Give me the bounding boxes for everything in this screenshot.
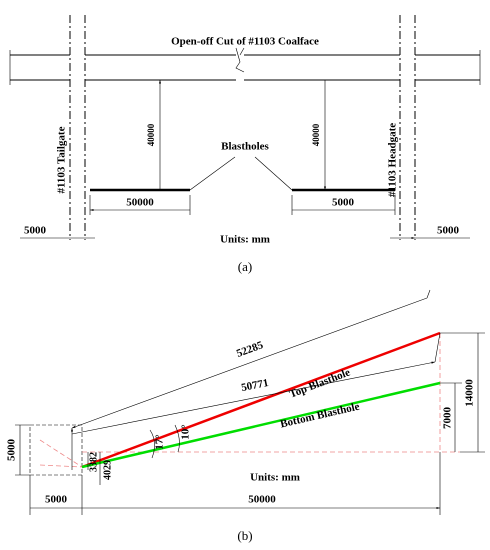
top-blasthole-label: Top Blasthole	[288, 366, 352, 400]
headgate-label: #1103 Headgate	[387, 123, 399, 197]
dim-label: 7000	[442, 407, 454, 430]
angle-label: 10°	[180, 424, 192, 439]
dim-label: 14000	[464, 379, 476, 407]
angle-label: 17°	[154, 434, 166, 449]
dim-label: 5000	[332, 197, 355, 209]
dim-label: 5000	[24, 225, 47, 237]
bottom-blasthole-label: Bottom Blasthole	[279, 401, 361, 431]
dim-label: 5000	[437, 225, 460, 237]
dim-label: 50000	[126, 197, 154, 209]
units: Units: mm	[250, 472, 300, 484]
dim-label: 5000	[45, 494, 68, 506]
dim-label: 50000	[248, 494, 276, 506]
units: Units: mm	[220, 234, 270, 246]
tailgate-label: #1103 Tailgate	[56, 126, 68, 193]
dim-label: 40000	[146, 123, 156, 146]
panel-b-lines	[15, 289, 485, 515]
dim-label: 5000	[6, 439, 18, 462]
dim-label: 40000	[311, 123, 321, 146]
panel-a-lines	[9, 15, 481, 240]
title: Open-off Cut of #1103 Coalface	[171, 36, 319, 48]
dim-label: 3382	[88, 452, 99, 472]
caption: (b)	[237, 528, 252, 543]
caption: (a)	[238, 259, 252, 274]
dim-label: 50771	[240, 377, 269, 394]
blastholes-label: Blastholes	[221, 141, 269, 153]
dim-label: 52285	[235, 339, 265, 360]
dim-label: 4029	[102, 460, 113, 480]
